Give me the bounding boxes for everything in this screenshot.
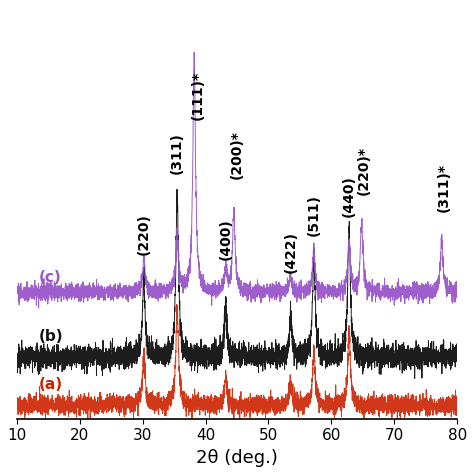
Text: (311)*: (311)* <box>437 163 451 211</box>
Text: (311): (311) <box>170 132 184 174</box>
Text: (220)*: (220)* <box>357 146 371 195</box>
Text: (c): (c) <box>38 270 61 284</box>
Text: (400): (400) <box>219 218 233 260</box>
Text: (511): (511) <box>307 194 321 236</box>
Text: (422): (422) <box>283 231 298 273</box>
Text: (a): (a) <box>38 377 63 392</box>
Text: (111)*: (111)* <box>191 71 205 120</box>
Text: (440): (440) <box>342 175 356 217</box>
X-axis label: 2θ (deg.): 2θ (deg.) <box>196 449 278 467</box>
Text: (b): (b) <box>38 328 63 344</box>
Text: (200)*: (200)* <box>230 130 244 179</box>
Text: (220): (220) <box>137 213 151 255</box>
